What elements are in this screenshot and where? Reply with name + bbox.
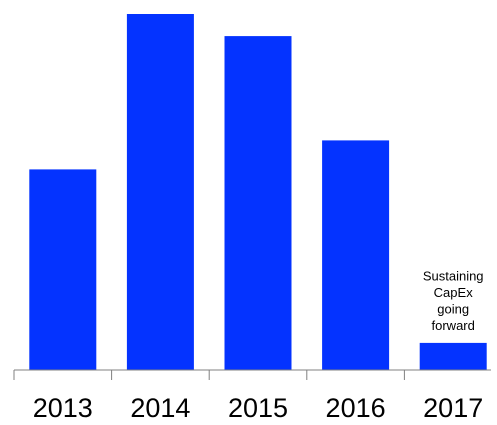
tick-label-2015: 2015 <box>228 393 288 423</box>
annotations-group: Sustaining CapEx going forward <box>423 268 484 333</box>
annotation-line-3: forward <box>432 318 475 333</box>
bar-2017 <box>419 342 487 370</box>
tick-label-2013: 2013 <box>33 393 93 423</box>
bar-2013 <box>29 169 97 370</box>
annotation-2017: Sustaining CapEx going forward <box>423 268 484 333</box>
bars-group <box>29 14 487 370</box>
x-axis <box>13 369 491 380</box>
bar-2014 <box>126 14 194 370</box>
annotation-line-2: going <box>437 301 469 316</box>
annotation-line-0: Sustaining <box>423 268 484 283</box>
tick-label-2014: 2014 <box>130 393 190 423</box>
tick-label-2017: 2017 <box>423 393 483 423</box>
tick-label-2016: 2016 <box>326 393 386 423</box>
bar-2015 <box>224 36 292 370</box>
annotation-line-1: CapEx <box>434 285 474 300</box>
x-tick-labels: 2013 2014 2015 2016 2017 <box>33 393 483 423</box>
x-axis-ticks <box>13 370 405 380</box>
bar-2016 <box>322 140 390 370</box>
